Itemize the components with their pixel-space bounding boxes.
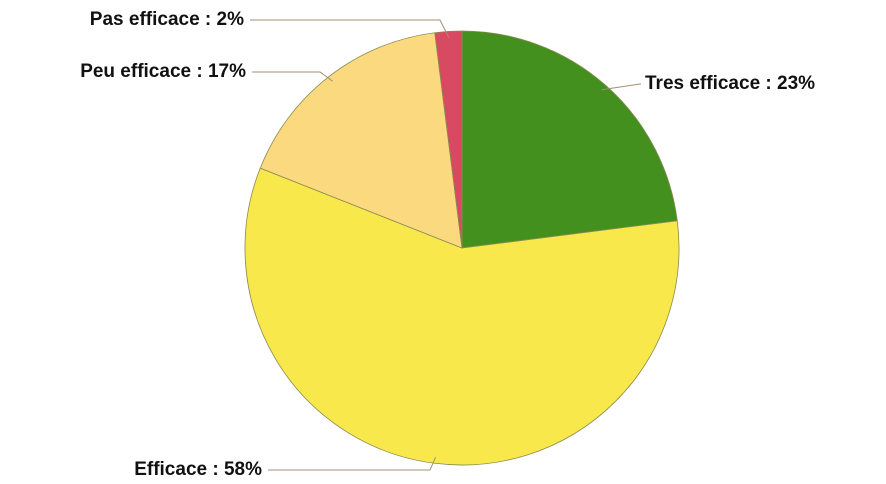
leader-line (252, 71, 333, 82)
pie-slice (244, 167, 680, 466)
leader-line (601, 83, 641, 91)
slice-label: Pas efficace : 2% (90, 9, 244, 30)
pie (244, 30, 680, 466)
pie-slice (259, 32, 463, 249)
leader-line (250, 19, 450, 38)
slice-label: Tres efficace : 23% (645, 73, 815, 94)
leader-line (268, 457, 437, 471)
pie-slice (434, 30, 463, 249)
slice-label: Peu efficace : 17% (80, 61, 246, 82)
slice-label: Efficace : 58% (134, 459, 262, 480)
pie-slice (461, 30, 678, 249)
